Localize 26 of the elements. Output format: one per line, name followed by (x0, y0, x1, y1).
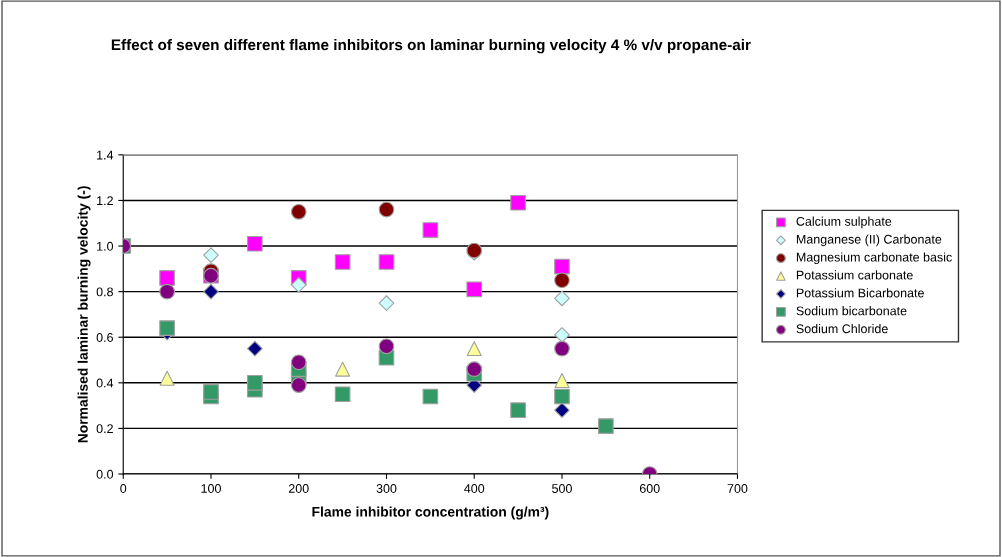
x-tick-label: 500 (552, 484, 572, 493)
legend-label: Manganese (II) Carbonate (796, 234, 942, 247)
x-tick-label: 100 (201, 484, 221, 493)
y-tick-label: 0.0 (96, 469, 114, 479)
chart-title: Effect of seven different flame inhibitors on laminar burning velocity 4 % v/v propane-air (111, 38, 751, 54)
x-tick-label: 300 (376, 484, 397, 493)
x-tick-label: 700 (727, 484, 748, 493)
y-tick-label: 0.4 (96, 378, 114, 388)
legend-label: Potassium carbonate (796, 270, 913, 280)
x-tick-label: 200 (288, 484, 309, 493)
y-tick-label: 0.6 (96, 333, 113, 342)
y-tick-label: 0.2 (96, 424, 113, 434)
x-axis-title: Flame inhibitor concentration (g/m³) (312, 506, 549, 520)
x-tick-label: 600 (639, 484, 660, 493)
x-tick-label: 400 (464, 484, 485, 493)
legend-label: Magnesium carbonate basic (796, 252, 952, 265)
y-tick-label: 1.4 (97, 150, 114, 160)
legend-label: Sodium Chloride (796, 324, 888, 334)
legend-label: Sodium bicarbonate (796, 306, 907, 316)
y-tick-label: 1.0 (97, 241, 114, 251)
y-axis-title: Normalised laminar burning velocity (-) (77, 186, 91, 443)
y-tick-label: 0.8 (96, 287, 113, 297)
x-tick-label: 0 (120, 484, 127, 493)
y-tick-label: 1.2 (97, 196, 113, 205)
legend-label: Potassium Bicarbonate (796, 288, 924, 298)
legend-label: Calcium sulphate (796, 216, 892, 229)
